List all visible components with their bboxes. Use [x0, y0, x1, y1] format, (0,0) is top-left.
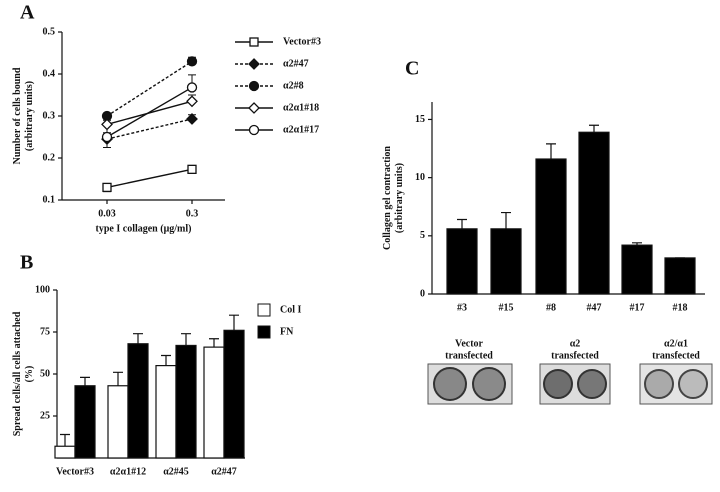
x-tick-label: 0.03	[98, 208, 116, 219]
gel-photos	[427, 363, 713, 405]
bar	[54, 445, 76, 459]
group-label: α2	[570, 338, 581, 349]
y-axis-label-line: Number of cells bound	[12, 67, 23, 164]
legend-marker	[249, 37, 259, 47]
point	[102, 182, 112, 193]
x-tick-label: #15	[499, 302, 514, 313]
error-bar	[209, 338, 219, 348]
error-bar	[501, 211, 511, 229]
x-tick-label: #18	[673, 302, 688, 313]
x-tick-label: Vector#3	[56, 466, 94, 477]
error-bar	[113, 371, 123, 386]
y-axis-label: Number of cells bound(arbitrary units)	[12, 67, 35, 164]
legend-label: Col I	[280, 304, 302, 315]
legend-marker	[248, 102, 260, 114]
y-tick-label: 0.2	[43, 152, 56, 163]
legend-swatch	[257, 303, 271, 317]
series-line	[106, 118, 193, 140]
series-line	[106, 60, 193, 117]
legend-swatch	[257, 325, 271, 339]
y-tick-label: 0	[420, 288, 425, 299]
y-axis-label-line: Spread cells/all cells attached	[12, 311, 23, 436]
point	[186, 82, 198, 93]
bar	[74, 385, 96, 459]
point	[186, 95, 198, 108]
bar	[621, 244, 653, 295]
y-tick-label: 0.1	[43, 194, 56, 205]
legend-label: α2#47	[283, 58, 309, 69]
series-line	[106, 168, 193, 189]
y-tick-label: 0.4	[43, 68, 56, 79]
x-tick-label: α2#45	[163, 466, 189, 477]
bar	[535, 158, 567, 295]
series-line	[106, 86, 193, 138]
group-label: Vector	[455, 338, 484, 349]
y-tick-label: 0.3	[43, 110, 56, 121]
error-bar	[589, 124, 599, 133]
x-tick-label: 0.3	[186, 208, 199, 219]
point	[101, 118, 113, 131]
y-tick-label: 25	[40, 410, 50, 421]
y-tick-label: 100	[35, 284, 50, 295]
legend-marker	[248, 80, 260, 92]
y-axis-label-line: (%)	[24, 366, 35, 383]
group-label: α2/α1	[664, 338, 688, 349]
error-bar	[161, 354, 171, 366]
bar	[127, 343, 149, 459]
group-label: transfected	[445, 350, 493, 361]
bar	[223, 329, 245, 459]
error-bar	[60, 433, 70, 447]
point	[101, 131, 113, 143]
bar	[203, 346, 225, 459]
legend-label: α2α1#17	[283, 124, 319, 135]
y-axis-label-line: (arbitrary units)	[394, 163, 405, 233]
bar	[107, 385, 129, 459]
point	[187, 164, 197, 174]
y-tick-label: 10	[415, 172, 425, 183]
point	[186, 113, 198, 125]
error-bar	[457, 218, 467, 229]
x-tick-label: α2α1#12	[110, 466, 146, 477]
y-tick-label: 0.5	[43, 26, 56, 37]
x-tick-label: #47	[587, 302, 602, 313]
error-bar	[632, 242, 642, 246]
panel-label: A	[20, 2, 35, 24]
legend-marker	[248, 58, 260, 70]
group-label: transfected	[652, 350, 700, 361]
y-tick-label: 75	[40, 326, 50, 337]
x-tick-label: #3	[457, 302, 467, 313]
group-label: transfected	[551, 350, 599, 361]
error-bar	[80, 376, 90, 386]
y-tick-label: 15	[415, 114, 425, 125]
y-axis-label-line: Collagen gel contraction	[382, 146, 393, 250]
legend-marker	[248, 124, 260, 136]
y-tick-label: 5	[420, 230, 425, 241]
error-bar	[546, 143, 556, 160]
y-axis-label-line: (arbitrary units)	[24, 81, 35, 151]
y-tick-label: 50	[40, 368, 50, 379]
error-bar	[229, 314, 239, 331]
error-bar	[181, 333, 191, 346]
y-axis-label: Spread cells/all cells attached(%)	[12, 311, 35, 436]
bar	[490, 228, 522, 295]
x-axis-label: type I collagen (μg/ml)	[96, 223, 192, 234]
x-tick-label: #17	[630, 302, 645, 313]
panel-label: C	[405, 58, 419, 80]
point	[186, 56, 198, 67]
bar	[155, 365, 177, 459]
legend-label: α2α1#18	[283, 102, 319, 113]
x-tick-label: #8	[546, 302, 556, 313]
bar	[578, 131, 610, 295]
bar	[664, 257, 696, 295]
legend-label: α2#8	[283, 80, 304, 91]
y-axis-label: Collagen gel contraction(arbitrary units…	[382, 146, 405, 250]
error-bar	[133, 333, 143, 344]
panel-label: B	[20, 252, 33, 274]
x-tick-label: α2#47	[211, 466, 237, 477]
legend-label: FN	[280, 326, 294, 337]
legend-label: Vector#3	[283, 36, 321, 47]
bar	[175, 344, 197, 459]
bar	[446, 228, 478, 295]
